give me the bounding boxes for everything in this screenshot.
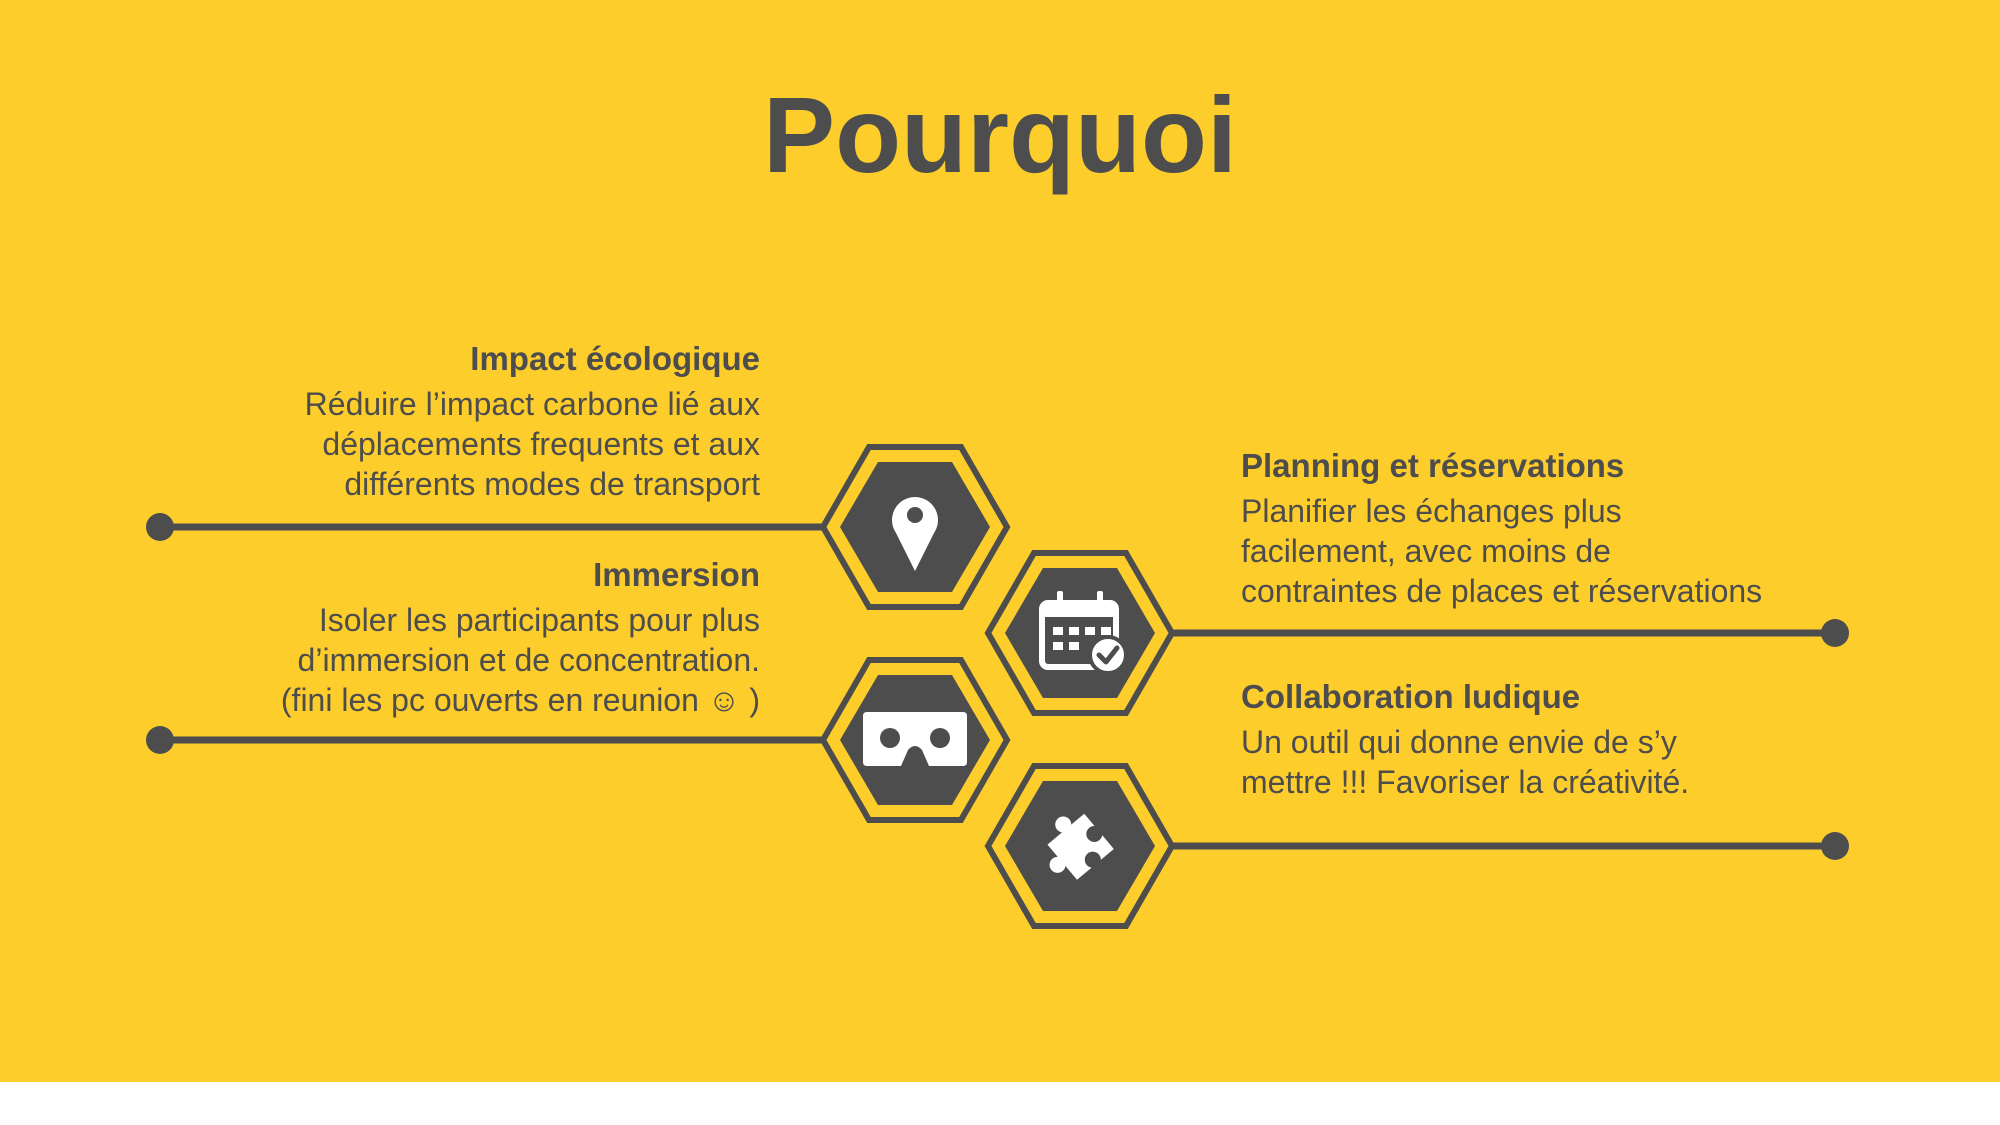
feature-text-line: mettre !!! Favoriser la créativité. xyxy=(1241,764,1690,800)
feature-text-line: Planifier les échanges plus xyxy=(1241,493,1622,529)
vr-headset-icon xyxy=(863,712,967,766)
feature-text-line: contraintes de places et réservations xyxy=(1241,573,1763,609)
feature-collaboration: Collaboration ludique Un outil qui donne… xyxy=(1241,674,1921,802)
feature-text-line: différents modes de transport xyxy=(344,466,760,502)
connector-dot-1 xyxy=(146,513,174,541)
feature-text-line: Un outil qui donne envie de s’y xyxy=(1241,724,1677,760)
feature-text-line: facilement, avec moins de xyxy=(1241,533,1611,569)
hexagon-planning xyxy=(984,550,1176,716)
page-title: Pourquoi xyxy=(763,74,1237,195)
feature-text-line: Réduire l’impact carbone lié aux xyxy=(304,386,760,422)
feature-text-line: déplacements frequents et aux xyxy=(322,426,760,462)
feature-planning: Planning et réservations Planifier les é… xyxy=(1241,443,1921,611)
puzzle-icon xyxy=(1047,813,1114,880)
infographic-graphics xyxy=(146,444,1849,929)
feature-text-line: d’immersion et de concentration. xyxy=(297,642,760,678)
hexagon-immersion xyxy=(819,657,1011,823)
connector-dot-3 xyxy=(1821,619,1849,647)
connector-dot-4 xyxy=(1821,832,1849,860)
map-pin-icon xyxy=(892,497,938,571)
hexagon-collaboration xyxy=(984,763,1176,929)
connector-dot-2 xyxy=(146,726,174,754)
slide: Pourquoi Impact écologique Réduire l’imp… xyxy=(0,0,2000,1082)
feature-impact: Impact écologique Réduire l’impact carbo… xyxy=(80,336,760,504)
feature-title: Impact écologique xyxy=(470,340,760,377)
hexagon-impact xyxy=(819,444,1011,610)
feature-title: Collaboration ludique xyxy=(1241,678,1581,715)
feature-text-line: (fini les pc ouverts en reunion ☺ ) xyxy=(280,682,760,718)
feature-text-line: Isoler les participants pour plus xyxy=(318,602,760,638)
feature-immersion: Immersion Isoler les participants pour p… xyxy=(80,552,760,720)
feature-title: Immersion xyxy=(593,556,760,593)
bottom-margin xyxy=(0,1082,2000,1125)
calendar-check-icon xyxy=(1039,591,1128,675)
feature-title: Planning et réservations xyxy=(1241,447,1625,484)
